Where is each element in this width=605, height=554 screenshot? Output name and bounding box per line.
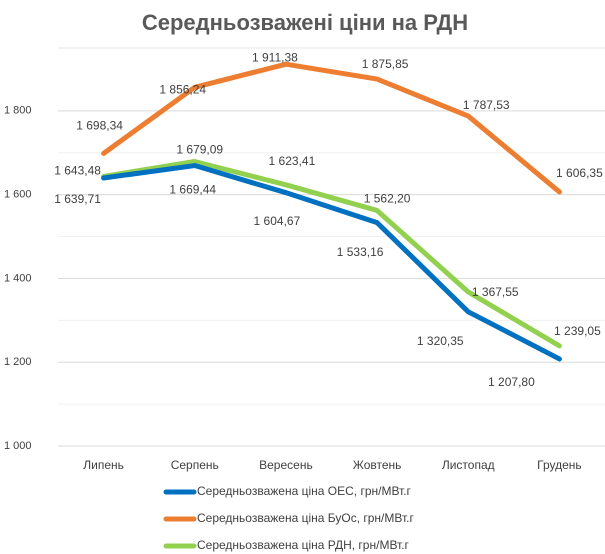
y-tick-label: 1 000 (4, 440, 32, 452)
data-label: 1 239,05 (554, 324, 601, 338)
legend-label: Середньозважена ціна ОЕС, грн/МВт.г (197, 484, 412, 498)
data-label: 1 207,80 (488, 375, 535, 389)
data-label: 1 639,71 (54, 192, 101, 206)
series-line (101, 61, 562, 195)
data-label: 1 679,09 (176, 143, 223, 157)
x-tick-label: Грудень (537, 458, 582, 472)
chart-title: Середньозважені ціни на РДН (142, 10, 468, 35)
x-tick-label: Серпень (171, 458, 219, 472)
y-tick-label: 1 600 (4, 189, 32, 201)
y-tick-label: 1 800 (4, 105, 32, 117)
y-tick-label: 1 200 (4, 356, 32, 368)
data-label: 1 533,16 (337, 245, 384, 259)
data-label: 1 367,55 (472, 285, 519, 299)
x-tick-label: Липень (83, 458, 124, 472)
data-label: 1 669,44 (169, 183, 216, 197)
legend-label: Середньозважена ціна БуОс, грн/МВт.г (197, 511, 414, 525)
x-tick-label: Жовтень (353, 458, 402, 472)
data-label: 1 606,35 (556, 166, 603, 180)
data-label: 1 856,24 (159, 82, 206, 96)
legend-label: Середньозважена ціна РДН, грн/МВт.г (197, 538, 410, 552)
data-label: 1 698,34 (76, 119, 123, 133)
data-label: 1 320,35 (417, 334, 464, 348)
series-line (101, 163, 562, 362)
y-tick-label: 1 400 (4, 272, 32, 284)
data-label: 1 911,38 (252, 50, 298, 64)
data-label: 1 643,48 (54, 164, 101, 178)
data-label: 1 604,67 (254, 214, 301, 228)
data-label: 1 623,41 (269, 154, 316, 168)
x-tick-label: Вересень (259, 458, 313, 472)
series-line (101, 158, 562, 349)
data-label: 1 562,20 (364, 192, 411, 206)
data-label: 1 787,53 (463, 98, 510, 112)
x-tick-label: Листопад (442, 458, 495, 472)
data-label: 1 875,85 (362, 57, 409, 71)
